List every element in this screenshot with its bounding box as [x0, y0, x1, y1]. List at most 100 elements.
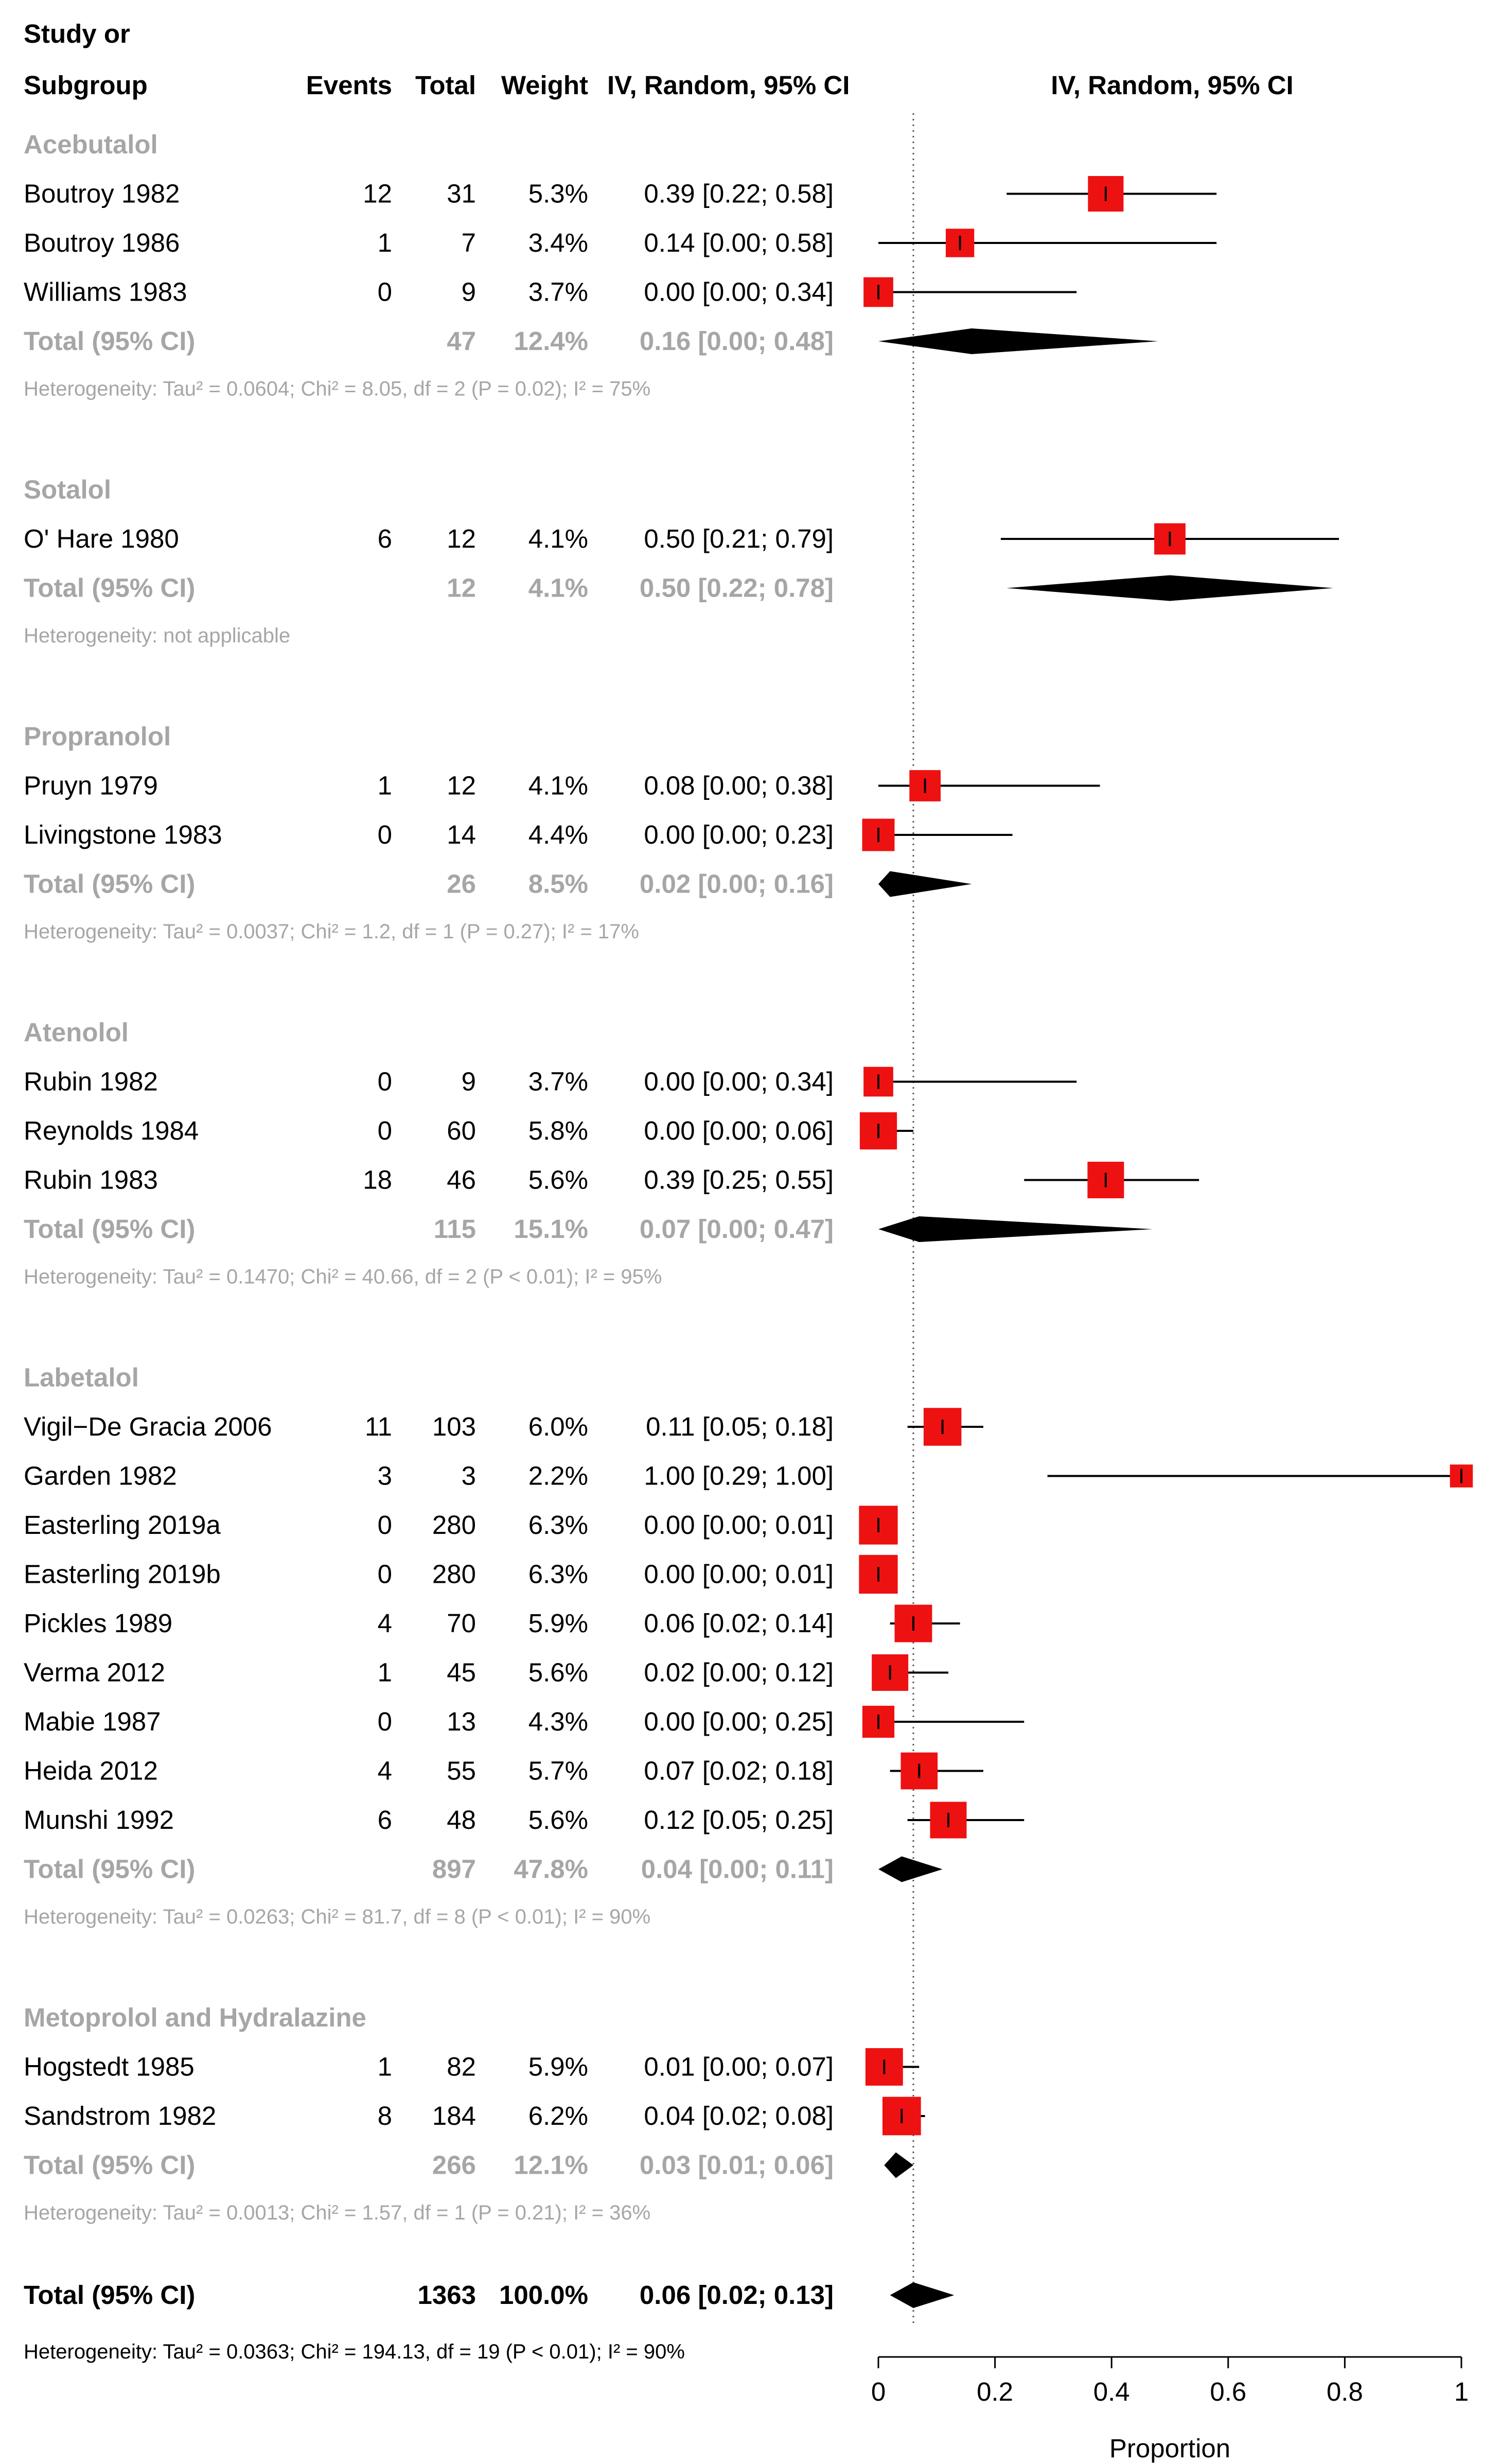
study-events: 4 — [378, 1609, 392, 1638]
study-events: 6 — [378, 524, 392, 553]
study-name: Hogstedt 1985 — [24, 2052, 195, 2082]
study-ci-text: 0.00 [0.00; 0.06] — [644, 1116, 834, 1145]
study-total: 31 — [447, 179, 476, 208]
x-tick-label: 0.6 — [1210, 2377, 1246, 2406]
x-tick-label: 0.2 — [977, 2377, 1013, 2406]
x-tick-label: 0.4 — [1093, 2377, 1130, 2406]
subgroup-diamond — [878, 1856, 943, 1882]
subgroup-heterogeneity: Heterogeneity: Tau² = 0.0037; Chi² = 1.2… — [24, 920, 639, 943]
study-weight: 4.1% — [528, 524, 588, 553]
study-weight: 3.4% — [528, 228, 588, 257]
header-weight: Weight — [501, 71, 588, 100]
study-events: 0 — [378, 1560, 392, 1589]
study-weight: 6.0% — [528, 1412, 588, 1441]
subgroup-label: Atenolol — [24, 1018, 129, 1047]
subgroup-total-n: 266 — [432, 2151, 476, 2180]
study-ci-text: 0.02 [0.00; 0.12] — [644, 1658, 834, 1687]
study-events: 18 — [363, 1165, 392, 1195]
study-events: 8 — [378, 2101, 392, 2130]
subgroup-total-weight: 8.5% — [528, 869, 588, 899]
study-ci-text: 0.06 [0.02; 0.14] — [644, 1609, 834, 1638]
x-tick-label: 1 — [1454, 2377, 1469, 2406]
study-ci-text: 1.00 [0.29; 1.00] — [644, 1461, 834, 1491]
study-name: Rubin 1982 — [24, 1067, 158, 1096]
study-name: Easterling 2019b — [24, 1560, 221, 1589]
study-total: 13 — [447, 1707, 476, 1736]
subgroup-heterogeneity: Heterogeneity: not applicable — [24, 624, 290, 647]
study-ci-text: 0.39 [0.25; 0.55] — [644, 1165, 834, 1195]
subgroup-diamond — [878, 328, 1158, 354]
study-weight: 5.9% — [528, 1609, 588, 1638]
subgroup-heterogeneity: Heterogeneity: Tau² = 0.0604; Chi² = 8.0… — [24, 378, 650, 400]
subgroup-total-weight: 15.1% — [514, 1214, 588, 1244]
study-ci-text: 0.12 [0.05; 0.25] — [644, 1805, 834, 1834]
subgroup-total-ci-text: 0.50 [0.22; 0.78] — [640, 573, 834, 603]
study-events: 0 — [378, 1067, 392, 1096]
study-weight: 4.4% — [528, 820, 588, 849]
x-axis-label: Proportion — [1109, 2434, 1230, 2463]
study-ci-text: 0.07 [0.02; 0.18] — [644, 1756, 834, 1786]
overall-total-n: 1363 — [418, 2280, 476, 2310]
x-tick-label: 0 — [871, 2377, 886, 2406]
subgroup-total-label: Total (95% CI) — [24, 573, 195, 603]
study-events: 1 — [378, 2052, 392, 2082]
study-weight: 2.2% — [528, 1461, 588, 1491]
study-weight: 6.3% — [528, 1560, 588, 1589]
study-ci-text: 0.01 [0.00; 0.07] — [644, 2052, 834, 2082]
study-name: Heida 2012 — [24, 1756, 158, 1786]
subgroup-label: Acebutalol — [24, 130, 158, 159]
subgroup-label: Sotalol — [24, 475, 111, 504]
study-weight: 3.7% — [528, 1067, 588, 1096]
study-weight: 5.8% — [528, 1116, 588, 1145]
study-total: 60 — [447, 1116, 476, 1145]
study-events: 12 — [363, 179, 392, 208]
study-total: 12 — [447, 524, 476, 553]
study-name: Livingstone 1983 — [24, 820, 222, 849]
study-total: 82 — [447, 2052, 476, 2082]
subgroup-label: Labetalol — [24, 1363, 139, 1392]
study-total: 46 — [447, 1165, 476, 1195]
subgroup-total-n: 47 — [447, 326, 476, 356]
subgroup-diamond — [878, 1216, 1153, 1242]
subgroup-total-label: Total (95% CI) — [24, 326, 195, 356]
subgroup-total-ci-text: 0.04 [0.00; 0.11] — [641, 1855, 834, 1884]
header-subgroup: Subgroup — [24, 71, 148, 100]
study-events: 0 — [378, 1510, 392, 1540]
study-total: 184 — [432, 2101, 476, 2130]
study-ci-text: 0.39 [0.22; 0.58] — [644, 179, 834, 208]
overall-heterogeneity: Heterogeneity: Tau² = 0.0363; Chi² = 194… — [24, 2340, 685, 2363]
study-total: 14 — [447, 820, 476, 849]
study-events: 0 — [378, 820, 392, 849]
study-ci-text: 0.00 [0.00; 0.01] — [644, 1510, 834, 1540]
study-ci-text: 0.08 [0.00; 0.38] — [644, 771, 834, 800]
subgroup-label: Metoprolol and Hydralazine — [24, 2003, 366, 2032]
study-weight: 5.3% — [528, 179, 588, 208]
study-weight: 6.3% — [528, 1510, 588, 1540]
study-events: 3 — [378, 1461, 392, 1491]
header-total: Total — [415, 71, 476, 100]
study-total: 9 — [462, 1067, 476, 1096]
study-ci-text: 0.00 [0.00; 0.23] — [644, 820, 834, 849]
study-weight: 5.6% — [528, 1805, 588, 1834]
subgroup-total-n: 897 — [432, 1855, 476, 1884]
subgroup-total-ci-text: 0.02 [0.00; 0.16] — [640, 869, 834, 899]
subgroup-diamond — [878, 871, 972, 897]
study-name: Munshi 1992 — [24, 1805, 174, 1834]
study-name: O' Hare 1980 — [24, 524, 179, 553]
header-ci: IV, Random, 95% CI — [607, 71, 850, 100]
study-name: Verma 2012 — [24, 1658, 165, 1687]
study-events: 4 — [378, 1756, 392, 1786]
study-name: Pickles 1989 — [24, 1609, 172, 1638]
study-total: 103 — [432, 1412, 476, 1441]
study-events: 11 — [365, 1412, 392, 1441]
subgroup-total-label: Total (95% CI) — [24, 1214, 195, 1244]
study-weight: 5.6% — [528, 1658, 588, 1687]
study-weight: 4.1% — [528, 771, 588, 800]
study-total: 70 — [447, 1609, 476, 1638]
study-ci-text: 0.00 [0.00; 0.34] — [644, 277, 834, 307]
subgroup-total-label: Total (95% CI) — [24, 2151, 195, 2180]
subgroup-diamond — [1006, 575, 1333, 601]
study-name: Williams 1983 — [24, 277, 187, 307]
study-ci-text: 0.50 [0.21; 0.79] — [644, 524, 834, 553]
